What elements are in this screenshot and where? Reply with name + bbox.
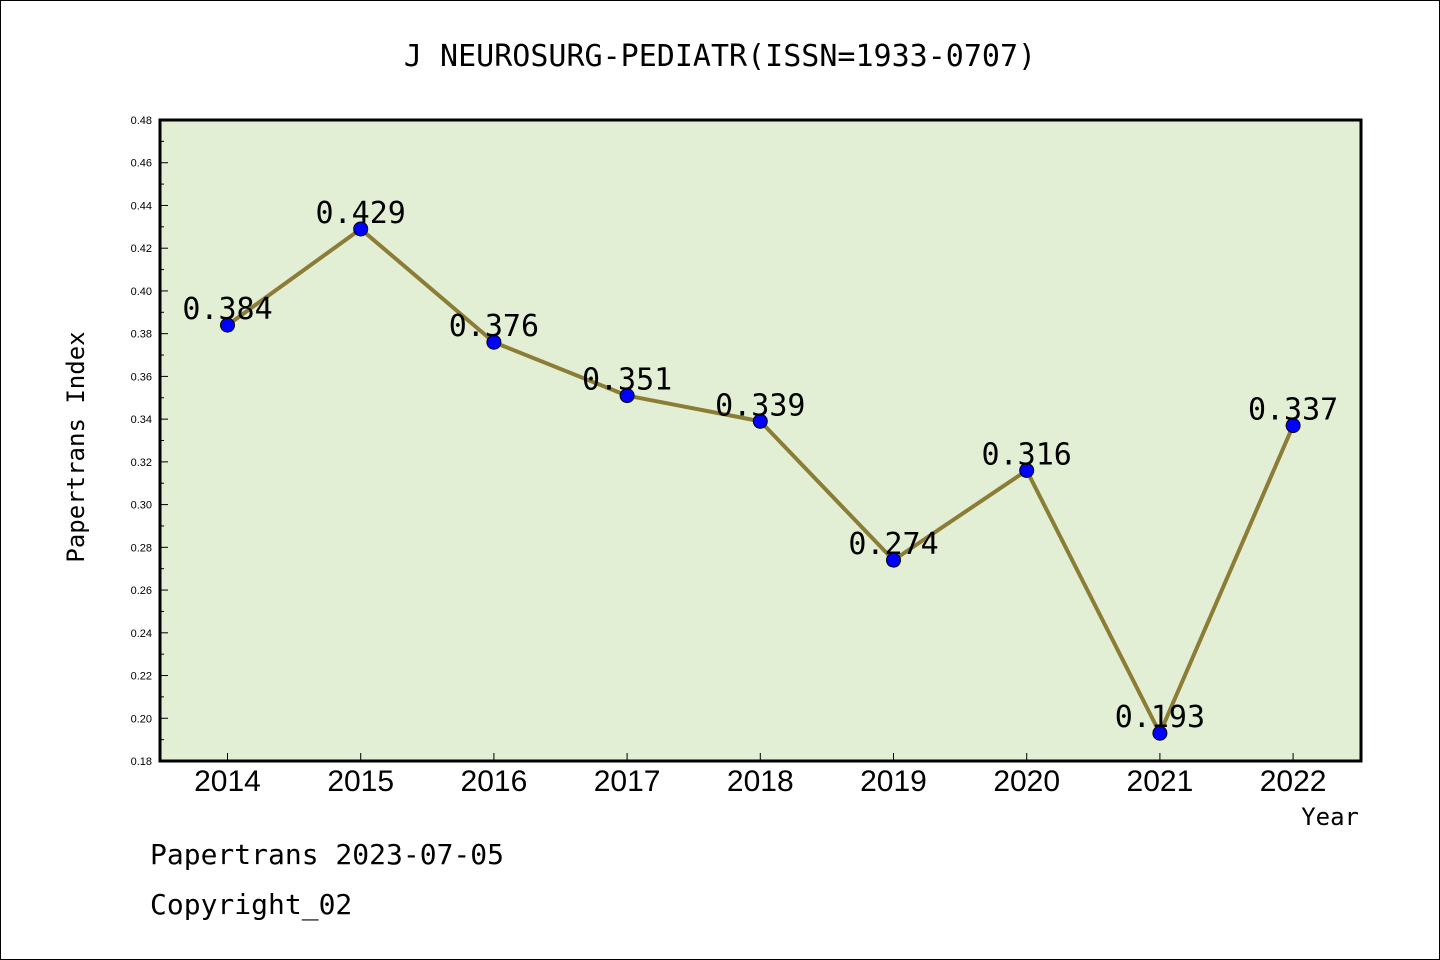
x-tick-label: 2018 [727, 765, 794, 798]
data-label: 0.429 [316, 196, 406, 231]
data-label: 0.384 [182, 292, 272, 327]
y-tick-label: 0.22 [131, 671, 152, 683]
data-label: 0.339 [715, 388, 805, 423]
x-axis-label: Year [1301, 803, 1359, 831]
series-markers [220, 221, 1301, 741]
data-point [1019, 462, 1035, 478]
x-axis: 2014 2015 2016 2017 2018 2019 2020 2021 2022 [194, 753, 1326, 798]
y-tick-label: 0.48 [131, 115, 152, 127]
x-tick-label: 2022 [1260, 765, 1327, 798]
data-labels: 0.384 0.429 0.376 0.351 0.339 0.274 0.316 0.193… [182, 196, 1338, 735]
x-tick-label: 2020 [993, 765, 1060, 798]
x-tick-label: 2019 [860, 765, 927, 798]
y-tick-label: 0.18 [131, 756, 152, 768]
data-point [886, 552, 901, 568]
data-point [1152, 725, 1168, 741]
y-tick-label: 0.46 [131, 158, 152, 170]
plot-border [158, 118, 1363, 763]
data-point [353, 221, 369, 237]
data-label: 0.274 [848, 527, 938, 562]
x-tick-label: 2016 [461, 765, 528, 798]
x-tick-label: 2015 [327, 765, 394, 798]
data-label: 0.193 [1115, 700, 1205, 735]
chart-title: J NEUROSURG-PEDIATR(ISSN=1933-0707) [404, 39, 1036, 74]
data-point [619, 388, 635, 404]
y-tick-label: 0.44 [131, 200, 152, 212]
y-tick-label: 0.32 [131, 457, 152, 469]
data-label: 0.351 [582, 363, 672, 398]
data-label: 0.337 [1248, 393, 1338, 428]
y-tick-label: 0.28 [131, 542, 152, 554]
x-tick-label: 2017 [594, 765, 661, 798]
y-tick-label: 0.36 [131, 371, 152, 383]
y-tick-label: 0.30 [131, 500, 152, 512]
y-tick-label: 0.26 [131, 585, 152, 597]
x-tick-label: 2014 [194, 765, 261, 798]
x-tick-label: 2021 [1127, 765, 1194, 798]
y-tick-label: 0.38 [131, 329, 152, 341]
y-tick-label: 0.40 [131, 286, 152, 298]
data-label: 0.316 [982, 437, 1072, 472]
data-point [220, 317, 235, 333]
y-tick-label: 0.20 [131, 713, 152, 725]
footer-copyright: Copyright_02 [150, 888, 352, 922]
y-axis-label: Papertrans Index [62, 331, 90, 562]
y-tick-label: 0.24 [131, 628, 152, 640]
y-tick-label: 0.34 [131, 414, 152, 426]
data-label: 0.376 [449, 309, 539, 344]
data-point [1285, 418, 1301, 434]
data-point [752, 413, 768, 429]
data-point [486, 334, 502, 350]
footer-date: Papertrans 2023-07-05 [150, 838, 504, 871]
y-axis: 0.18 0.20 0.22 0.24 0.26 0.28 0.30 0.32 0.34 0.36… [131, 115, 168, 768]
y-tick-label: 0.42 [131, 243, 152, 255]
